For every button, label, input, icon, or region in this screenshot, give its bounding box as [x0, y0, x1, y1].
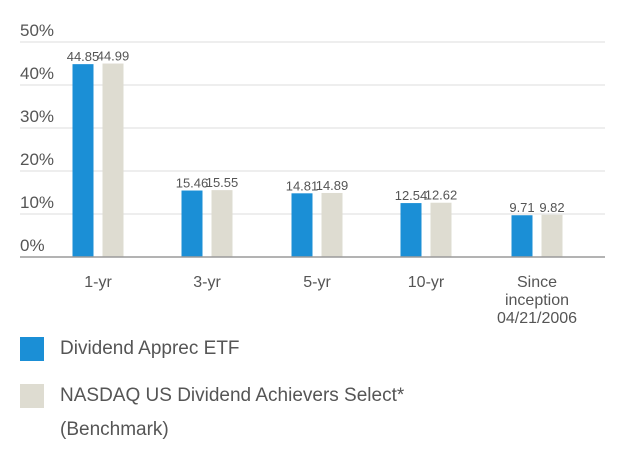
x-tick-label: 3-yr — [193, 274, 221, 291]
bar-benchmark — [541, 214, 563, 257]
x-tick-label: 1-yr — [84, 274, 112, 291]
bar-benchmark — [211, 190, 233, 257]
legend-label-line: NASDAQ US Dividend Achievers Select* — [60, 385, 405, 406]
x-tick-label: Since — [517, 274, 557, 291]
legend-item-nasdaq-benchmark: NASDAQ US Dividend Achievers Select* (Be… — [20, 384, 404, 447]
bar-value-label: 15.46 — [176, 176, 209, 191]
y-tick-label: 30% — [20, 107, 54, 126]
bar-value-label: 44.99 — [97, 49, 130, 64]
bar-value-label: 9.71 — [509, 200, 534, 215]
bar-benchmark — [102, 63, 124, 257]
y-tick-label: 40% — [20, 64, 54, 83]
x-tick-label: 10-yr — [408, 274, 445, 291]
y-tick-label: 10% — [20, 193, 54, 212]
bar-dividend-apprec-etf — [400, 203, 422, 257]
bar-benchmark — [430, 202, 452, 257]
legend-swatch-nasdaq-benchmark — [20, 384, 44, 408]
x-tick-label: 5-yr — [303, 274, 331, 291]
legend-label: NASDAQ US Dividend Achievers Select* (Be… — [60, 379, 404, 447]
legend-label-line: (Benchmark) — [60, 419, 169, 440]
bar-value-label: 14.89 — [316, 178, 349, 193]
bar-value-label: 9.82 — [539, 200, 564, 215]
legend-swatch-dividend-apprec-etf — [20, 337, 44, 361]
performance-bar-chart: 0% 10% 20% 30% 40% 50% 44.85 15.46 14.81 12.54 9.7… — [20, 21, 605, 327]
bar-dividend-apprec-etf — [181, 190, 203, 257]
legend-label-line: Dividend Apprec ETF — [60, 338, 240, 359]
bar-benchmark — [321, 192, 343, 257]
y-tick-label: 20% — [20, 150, 54, 169]
y-tick-label: 0% — [20, 236, 45, 255]
bar-value-label: 44.85 — [67, 49, 100, 64]
legend-item-dividend-apprec-etf: Dividend Apprec ETF — [20, 337, 240, 366]
x-tick-label: 04/21/2006 — [497, 310, 577, 327]
bar-dividend-apprec-etf — [291, 193, 313, 257]
x-tick-label: inception — [505, 292, 569, 309]
y-tick-label: 50% — [20, 21, 54, 40]
bar-value-label: 14.81 — [286, 178, 319, 193]
bar-dividend-apprec-etf — [511, 215, 533, 257]
bar-value-label: 12.62 — [425, 188, 458, 203]
legend-label: Dividend Apprec ETF — [60, 332, 240, 366]
bar-dividend-apprec-etf — [72, 64, 94, 258]
bar-value-label: 15.55 — [206, 175, 239, 190]
bar-value-label: 12.54 — [395, 188, 428, 203]
